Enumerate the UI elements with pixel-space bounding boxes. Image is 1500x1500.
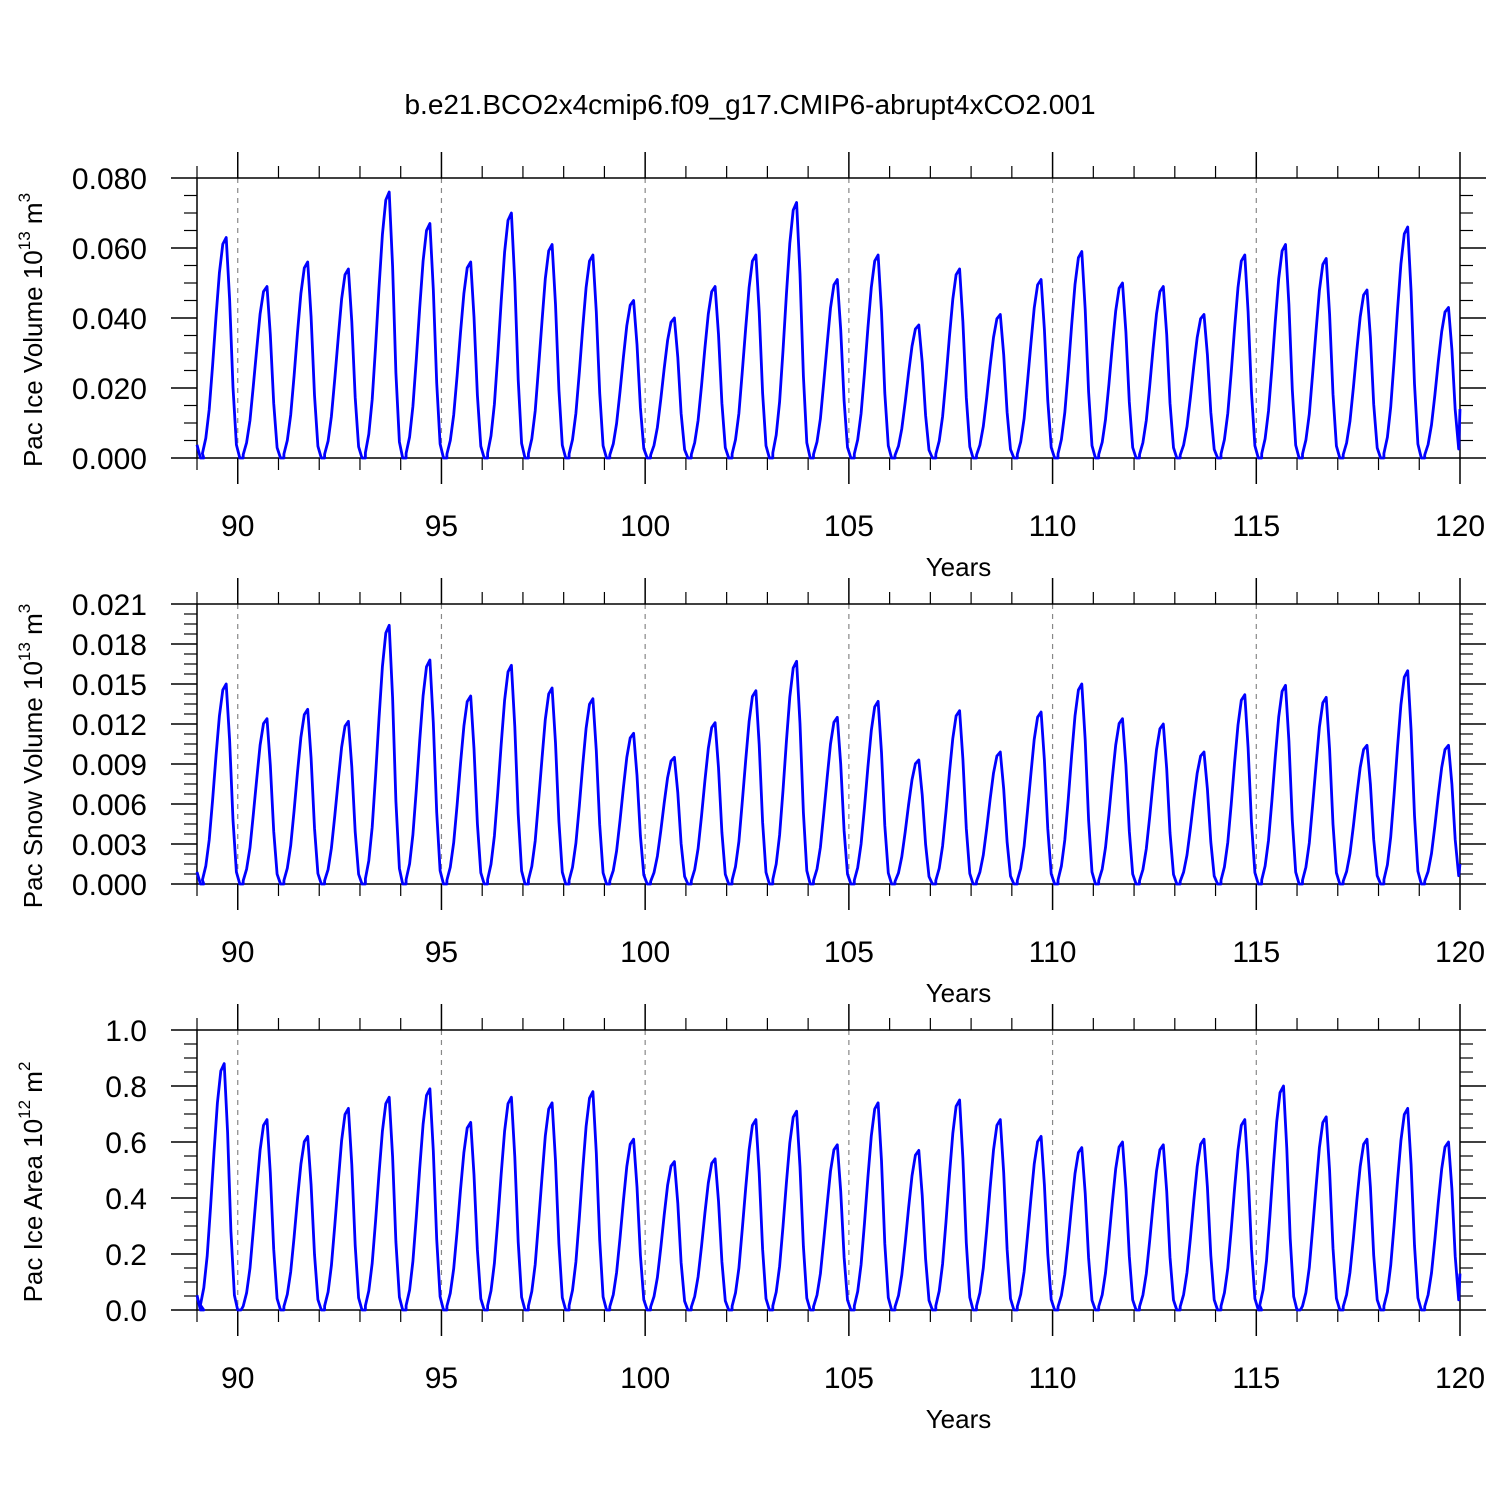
x-tick-label: 105 <box>824 1362 874 1395</box>
x-tick-label: 90 <box>221 1362 254 1395</box>
panel-2: 90 95 100 105 110 115 120 0.000 0.003 0.006 0.009 0… <box>15 578 1486 1008</box>
y-tick-label: 1.0 <box>105 1015 147 1048</box>
x-tick-label: 95 <box>425 510 458 543</box>
y-tick-label: 0.009 <box>72 749 147 782</box>
plot-frame <box>196 1029 1461 1311</box>
x-tick-label: 120 <box>1435 1362 1485 1395</box>
y-axis-label-unit: m <box>18 1071 48 1100</box>
x-tick-label: 110 <box>1029 936 1077 969</box>
series-line <box>195 190 1462 460</box>
x-axis-label: Years <box>926 1404 992 1434</box>
y-axis-label-text: Pac Snow Volume 10 <box>18 661 48 908</box>
y-axis-label-unit-exponent: 3 <box>15 604 34 613</box>
x-tick-label: 95 <box>425 1362 458 1395</box>
x-tick-label: 105 <box>824 936 874 969</box>
x-axis-label: Years <box>926 978 992 1008</box>
x-tick-label: 105 <box>824 510 874 543</box>
y-tick-label: 0.012 <box>72 709 147 742</box>
y-tick-label: 0.020 <box>72 373 147 406</box>
x-tick-label: 115 <box>1232 936 1280 969</box>
x-tick-label: 95 <box>425 936 458 969</box>
y-tick-label: 0.040 <box>72 303 147 336</box>
panel-1: 90 95 100 105 110 115 120 0.000 0.020 0.040 0.060 0… <box>15 152 1486 582</box>
series-line <box>195 1062 1462 1312</box>
series-line <box>195 623 1462 886</box>
chart-panels: 90 95 100 105 110 115 120 0.000 0.020 0.040 0.060 0… <box>15 152 1486 1434</box>
y-axis-label-text: Pac Ice Area 10 <box>18 1119 48 1303</box>
panel-3: 90 95 100 105 110 115 120 0.0 0.2 0.4 0.6 0.8 1.0 Yea… <box>15 1004 1486 1434</box>
x-tick-label: 110 <box>1029 1362 1077 1395</box>
chart-title: b.e21.BCO2x4cmip6.f09_g17.CMIP6-abrupt4x… <box>404 89 1095 120</box>
x-tick-label: 110 <box>1029 510 1077 543</box>
y-tick-label: 0.021 <box>72 589 147 622</box>
y-tick-label: 0.018 <box>72 629 147 662</box>
y-tick-label: 0.006 <box>72 789 147 822</box>
plot-frame <box>196 603 1461 885</box>
x-tick-label: 90 <box>221 510 254 543</box>
y-tick-label: 0.4 <box>105 1183 147 1216</box>
y-tick-label: 0.060 <box>72 233 147 266</box>
x-tick-label: 100 <box>620 1362 670 1395</box>
y-axis-label: Pac Ice Volume 1013 m3 <box>15 193 48 467</box>
y-axis-label-unit-exponent: 2 <box>15 1062 34 1071</box>
y-tick-label: 0.003 <box>72 829 147 862</box>
y-axis-label-text: Pac Ice Volume 10 <box>18 250 48 467</box>
y-axis-label-unit: m <box>18 613 48 642</box>
y-axis-label-unit-exponent: 3 <box>15 193 34 202</box>
y-axis-label-unit: m <box>18 202 48 231</box>
x-tick-label: 90 <box>221 936 254 969</box>
x-tick-label: 115 <box>1232 1362 1280 1395</box>
y-tick-label: 0.080 <box>72 163 147 196</box>
y-tick-label: 0.2 <box>105 1239 147 1272</box>
y-tick-label: 0.6 <box>105 1127 147 1160</box>
y-tick-label: 0.8 <box>105 1071 147 1104</box>
y-axis-label: Pac Ice Area 1012 m2 <box>15 1062 48 1303</box>
y-axis-label-exponent: 13 <box>15 231 34 250</box>
y-axis-label-exponent: 13 <box>15 642 34 661</box>
y-tick-label: 0.0 <box>105 1295 147 1328</box>
x-tick-label: 115 <box>1232 510 1280 543</box>
y-axis-label-exponent: 12 <box>15 1100 34 1119</box>
x-tick-label: 120 <box>1435 510 1485 543</box>
y-tick-label: 0.000 <box>72 443 147 476</box>
x-tick-label: 100 <box>620 936 670 969</box>
x-axis-label: Years <box>926 552 992 582</box>
y-axis-label: Pac Snow Volume 1013 m3 <box>15 604 48 908</box>
y-tick-label: 0.015 <box>72 669 147 702</box>
x-tick-label: 100 <box>620 510 670 543</box>
y-tick-label: 0.000 <box>72 869 147 902</box>
x-tick-label: 120 <box>1435 936 1485 969</box>
